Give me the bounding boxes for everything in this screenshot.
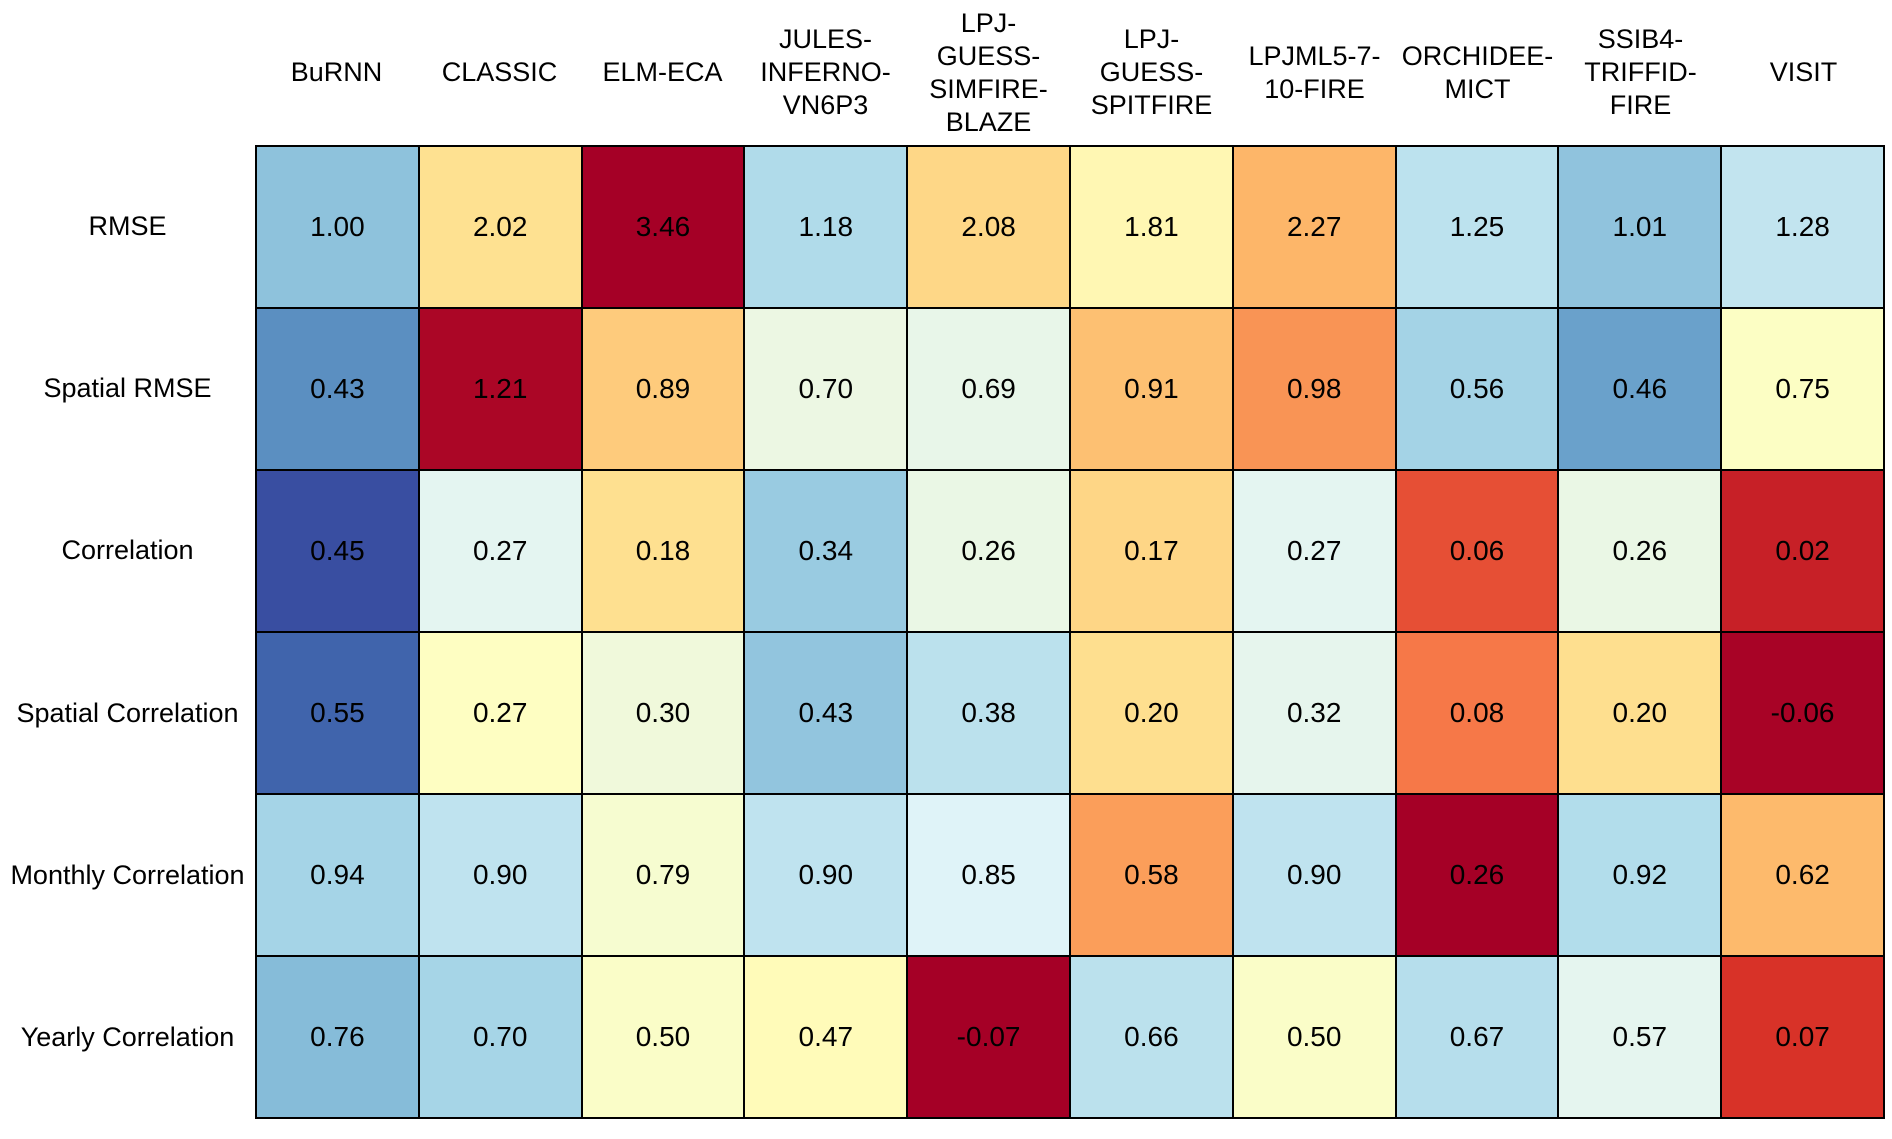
heatmap-cell: 0.17 (1070, 470, 1233, 632)
heatmap-cell: 0.46 (1558, 308, 1722, 470)
heatmap-cell: 0.79 (581, 794, 745, 956)
heatmap-cell: 0.32 (1232, 632, 1396, 794)
heatmap-cell: 3.46 (581, 146, 745, 308)
heatmap-cell: 0.50 (581, 956, 745, 1118)
heatmap-cell: 0.92 (1558, 794, 1722, 956)
column-header: SSIB4- TRIFFID- FIRE (1584, 24, 1697, 120)
heatmap-cell: 0.08 (1395, 632, 1559, 794)
heatmap-cell: 0.06 (1395, 470, 1559, 632)
heatmap-cell: 0.90 (418, 794, 582, 956)
heatmap-cell: 0.91 (1070, 308, 1233, 470)
heatmap-cell: 0.50 (1232, 956, 1396, 1118)
heatmap-cell: 0.98 (1232, 308, 1396, 470)
column-header: ORCHIDEE- MICT (1401, 40, 1554, 104)
heatmap-cell: 0.27 (418, 470, 582, 632)
heatmap-cell: 0.26 (1395, 794, 1559, 956)
heatmap-cell: 0.90 (1232, 794, 1396, 956)
column-header: LPJML5-7- 10-FIRE (1248, 40, 1381, 104)
heatmap-cell: 0.94 (256, 794, 419, 956)
heatmap-cell: 0.66 (1070, 956, 1233, 1118)
heatmap-cell: 0.85 (907, 794, 1070, 956)
column-header: LPJ- GUESS- SIMFIRE- BLAZE (929, 7, 1048, 137)
heatmap-cell: -0.06 (1721, 632, 1884, 794)
heatmap-cell: 0.34 (744, 470, 908, 632)
heatmap-cell: 0.75 (1721, 308, 1884, 470)
heatmap-cell: 0.56 (1395, 308, 1559, 470)
row-label: Yearly Correlation (20, 1022, 235, 1053)
heatmap-cell: 0.70 (744, 308, 908, 470)
heatmap-cell: 0.20 (1070, 632, 1233, 794)
heatmap-cell: 0.70 (418, 956, 582, 1118)
heatmap-cell: 0.20 (1558, 632, 1722, 794)
heatmap-cell: 0.30 (581, 632, 745, 794)
heatmap-cell: 0.07 (1721, 956, 1884, 1118)
heatmap-cell: 0.69 (907, 308, 1070, 470)
heatmap-cell: 0.55 (256, 632, 419, 794)
row-label: RMSE (88, 210, 167, 241)
heatmap-cell: 1.18 (744, 146, 908, 308)
column-header-row: BuRNN CLASSIC ELM-ECA JULES- INFERNO- VN6P3… (255, 0, 1885, 145)
heatmap-cell: 1.01 (1558, 146, 1722, 308)
heatmap-cell: 1.28 (1721, 146, 1884, 308)
heatmap-cell: 2.08 (907, 146, 1070, 308)
heatmap-cell: 0.89 (581, 308, 745, 470)
row-label: Correlation (61, 535, 194, 566)
column-header: CLASSIC (441, 57, 558, 87)
heatmap-cell: 0.38 (907, 632, 1070, 794)
heatmap-cell: 0.02 (1721, 470, 1884, 632)
heatmap-cell: 0.67 (1395, 956, 1559, 1118)
heatmap-cell: 0.58 (1070, 794, 1233, 956)
column-header: LPJ- GUESS- SPITFIRE (1090, 24, 1213, 120)
heatmap-cell: 0.43 (256, 308, 419, 470)
heatmap-cell: 2.27 (1232, 146, 1396, 308)
heatmap-cell: 0.43 (744, 632, 908, 794)
heatmap-cell: 0.47 (744, 956, 908, 1118)
heatmap-cell: 0.26 (907, 470, 1070, 632)
heatmap-cell: 0.76 (256, 956, 419, 1118)
column-header: JULES- INFERNO- VN6P3 (760, 24, 891, 120)
heatmap-cell: 0.18 (581, 470, 745, 632)
row-label: Monthly Correlation (10, 859, 245, 890)
heatmap-cell: 1.81 (1070, 146, 1233, 308)
heatmap-cell: 0.27 (418, 632, 582, 794)
heatmap-cell: 0.90 (744, 794, 908, 956)
heatmap-cell: -0.07 (907, 956, 1070, 1118)
row-label: Spatial RMSE (43, 372, 212, 403)
heatmap-cell: 0.62 (1721, 794, 1884, 956)
heatmap-cell: 1.21 (418, 308, 582, 470)
heatmap-cell: 0.45 (256, 470, 419, 632)
heatmap-cell: 0.27 (1232, 470, 1396, 632)
heatmap-cell: 1.25 (1395, 146, 1559, 308)
heatmap-cell: 1.00 (256, 146, 419, 308)
row-label-column: RMSE Spatial RMSE Correlation Spatial Corre… (0, 145, 255, 1119)
heatmap-cell: 2.02 (418, 146, 582, 308)
column-header: VISIT (1769, 57, 1838, 87)
heatmap-cell: 0.26 (1558, 470, 1722, 632)
column-header: BuRNN (290, 57, 383, 87)
row-label: Spatial Correlation (16, 697, 239, 728)
column-header: ELM-ECA (602, 57, 723, 87)
heatmap-grid: 1.00 2.02 3.46 1.18 2.08 1.81 2.27 1.25 1.01 1.28… (255, 145, 1885, 1119)
heatmap-cell: 0.57 (1558, 956, 1722, 1118)
